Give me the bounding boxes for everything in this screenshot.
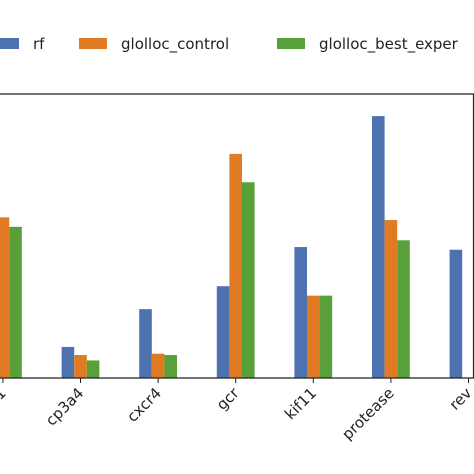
- bar-rf-protease: [372, 116, 385, 378]
- x-tick-label-rev: rev: [446, 384, 474, 414]
- bar-glolloc_control-kif11: [307, 295, 320, 378]
- x-ticks: akt1 cp3a4 cxcr4 gcr kif11 protease rev: [0, 378, 474, 443]
- bar-rf-kif11: [294, 247, 307, 378]
- bar-glolloc_best_exper-cxcr4: [164, 355, 177, 378]
- legend-swatch-glolloc_best_exper: [277, 38, 305, 49]
- bar-glolloc_best_exper-cp3a4: [86, 360, 100, 378]
- x-tick-label-akt1: akt1: [0, 384, 10, 420]
- legend-label-rf: rf: [33, 35, 45, 53]
- bar-glolloc_control-akt1: [0, 217, 10, 378]
- legend-label-glolloc_best_exper: glolloc_best_exper: [319, 35, 459, 54]
- bar-glolloc_control-cxcr4: [151, 353, 165, 378]
- bar-glolloc_best_exper-akt1: [9, 226, 22, 378]
- x-tick-label-gcr: gcr: [213, 384, 243, 414]
- legend-swatch-rf: [0, 38, 19, 49]
- bar-rf-rev: [449, 249, 463, 378]
- bar-glolloc_control-cp3a4: [74, 355, 87, 378]
- bar-glolloc_best_exper-kif11: [319, 295, 333, 378]
- bar-rf-cxcr4: [139, 309, 152, 378]
- bar-rf-cp3a4: [61, 346, 75, 378]
- bar-glolloc_best_exper-protease: [397, 240, 410, 378]
- x-tick-label-cp3a4: cp3a4: [42, 384, 87, 429]
- legend: rf glolloc_control glolloc_best_exper: [0, 35, 459, 54]
- x-tick-label-cxcr4: cxcr4: [123, 384, 165, 426]
- bar-rf-gcr: [216, 286, 230, 378]
- x-tick-label-kif11: kif11: [281, 384, 320, 423]
- bar-glolloc_control-protease: [384, 220, 398, 378]
- bars-group: [0, 116, 463, 378]
- bar-glolloc_best_exper-gcr: [242, 182, 255, 378]
- x-tick-label-protease: protease: [338, 384, 397, 443]
- legend-swatch-glolloc_control: [79, 38, 107, 49]
- bar-glolloc_control-gcr: [229, 153, 242, 378]
- legend-label-glolloc_control: glolloc_control: [121, 35, 229, 54]
